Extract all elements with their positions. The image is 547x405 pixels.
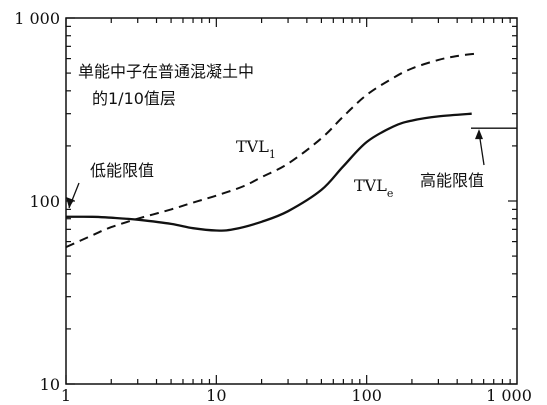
y-tick-label: 100: [29, 192, 60, 211]
low-energy-limit-arrowhead: [66, 197, 74, 208]
series-line-tvle: [65, 112, 472, 232]
series-label-tvl1: TVL1: [236, 137, 276, 161]
x-tick-label: 10: [206, 386, 226, 405]
x-tick-label: 100: [351, 386, 382, 405]
series-label-tvle: TVLe: [354, 176, 393, 200]
x-tick-label: 1: [61, 386, 71, 405]
high-energy-limit-arrowhead: [475, 129, 483, 140]
annotation-title-line2: 的1/10值层: [92, 89, 176, 108]
y-tick-label: 1 000: [14, 9, 60, 28]
y-tick-label: 10: [40, 375, 60, 394]
series-layer: [65, 52, 479, 249]
high-energy-limit-label: 高能限值: [420, 171, 484, 190]
annotation-title-line1: 单能中子在普通混凝土中: [78, 62, 254, 81]
series-line-tvl1: [65, 52, 479, 249]
low-energy-limit-label: 低能限值: [90, 161, 154, 180]
x-tick-label: 1 000: [486, 386, 532, 405]
axis-ticks: [65, 17, 517, 385]
